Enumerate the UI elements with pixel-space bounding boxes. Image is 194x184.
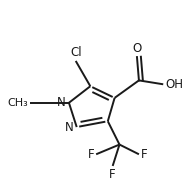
Text: F: F [141, 148, 147, 161]
Text: OH: OH [165, 78, 183, 91]
Text: CH₃: CH₃ [7, 98, 28, 108]
Text: O: O [132, 42, 142, 55]
Text: N: N [65, 121, 74, 134]
Text: N: N [57, 96, 66, 109]
Text: Cl: Cl [70, 46, 81, 59]
Text: F: F [109, 168, 116, 181]
Text: F: F [87, 148, 94, 161]
